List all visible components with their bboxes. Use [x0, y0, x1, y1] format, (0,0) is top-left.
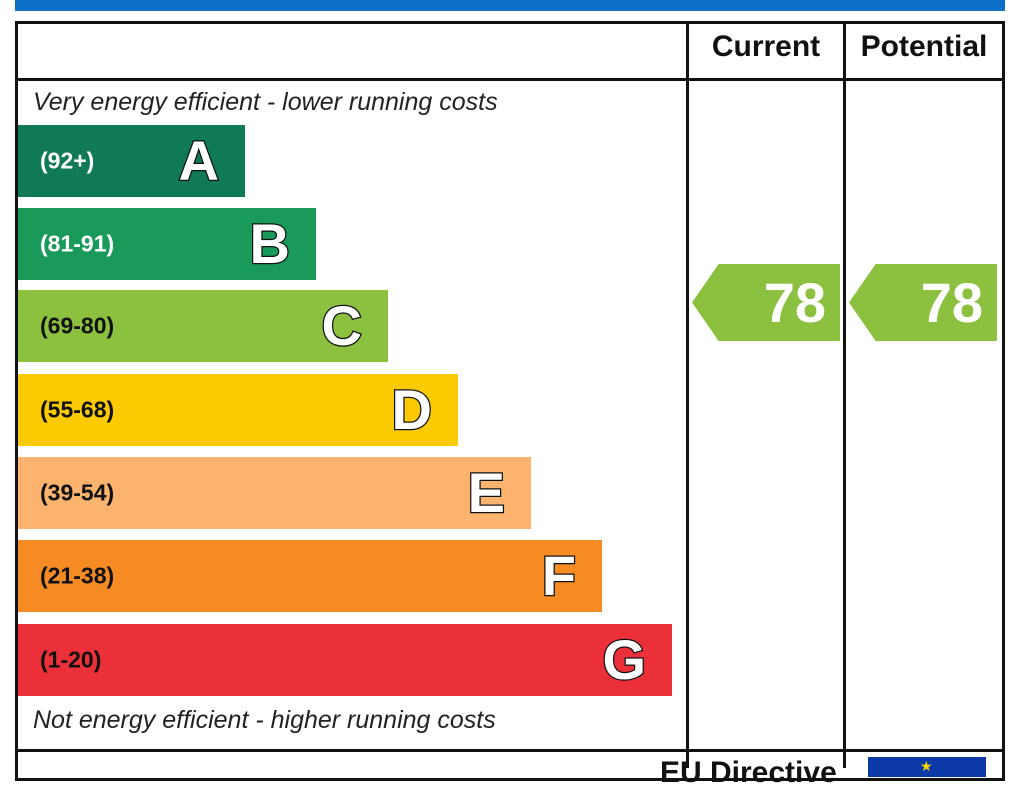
band-letter: E — [466, 461, 506, 524]
band-letter: D — [390, 378, 433, 441]
column-header-potential: Potential — [860, 30, 988, 63]
note-not-efficient: Not energy efficient - higher running co… — [33, 706, 496, 734]
eu-flag-icon: ★ — [868, 757, 986, 777]
divider-current — [686, 21, 689, 768]
header-divider — [15, 78, 1005, 81]
band-range-label: (21-38) — [40, 562, 115, 589]
divider-potential — [843, 21, 846, 768]
band-g: (1-20) G — [18, 624, 672, 696]
band-a: (92+) A — [18, 125, 245, 197]
band-range-label: (55-68) — [40, 396, 115, 423]
band-letter: F — [541, 544, 578, 607]
band-range-label: (1-20) — [40, 646, 102, 673]
band-b: (81-91) B — [18, 208, 316, 280]
band-range-label: (69-80) — [40, 312, 115, 339]
current-rating-arrow: 78 — [692, 264, 840, 341]
band-range-label: (81-91) — [40, 230, 115, 257]
band-letter: C — [320, 294, 363, 357]
band-range-label: (92+) — [40, 147, 95, 174]
footer-divider — [15, 749, 1005, 752]
note-very-efficient: Very energy efficient - lower running co… — [33, 88, 498, 116]
band-c: (69-80) C — [18, 290, 388, 362]
current-rating-value: 78 — [763, 270, 826, 334]
column-header-current: Current — [711, 30, 821, 63]
band-range-label: (39-54) — [40, 479, 115, 506]
band-e: (39-54) E — [18, 457, 531, 529]
potential-rating-arrow: 78 — [849, 264, 997, 341]
potential-rating-value: 78 — [920, 270, 983, 334]
band-letter: A — [177, 129, 220, 192]
band-letter: B — [248, 212, 291, 275]
band-f: (21-38) F — [18, 540, 602, 612]
band-letter: G — [601, 628, 647, 691]
footer-eu-directive: EU Directive — [660, 756, 837, 789]
top-blue-bar — [15, 0, 1005, 11]
band-d: (55-68) D — [18, 374, 458, 446]
